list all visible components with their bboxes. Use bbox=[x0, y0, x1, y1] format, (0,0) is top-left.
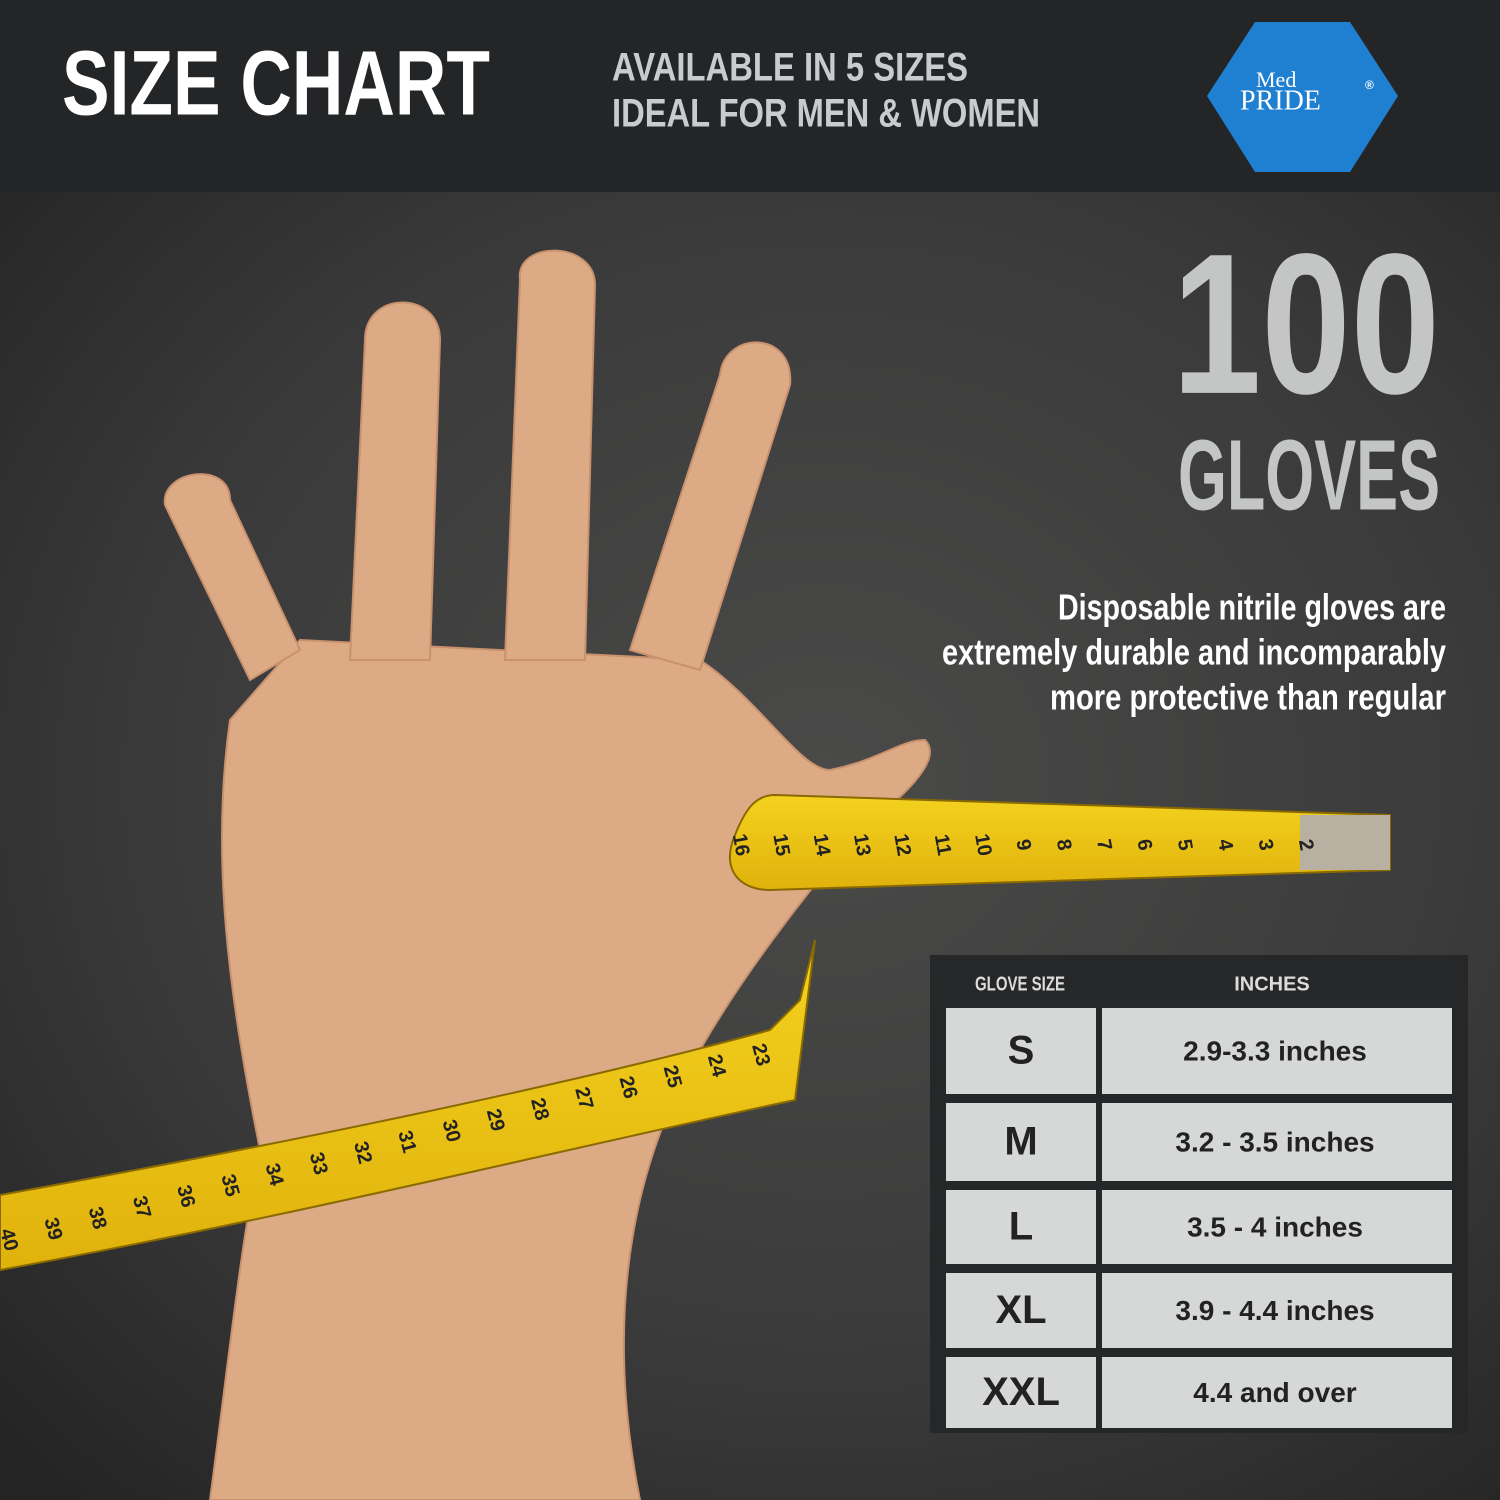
table-cell bbox=[1102, 1190, 1452, 1264]
size-table: GLOVE SIZE INCHES S 2.9-3.3 inches M 3.2 - … bbox=[930, 955, 1468, 1433]
tape-number: 12 bbox=[889, 832, 915, 858]
logo-prefix: Med bbox=[1256, 67, 1296, 92]
tape-number: 10 bbox=[970, 832, 996, 858]
tape-measure: 2345678910111213141516232425262728293031… bbox=[0, 793, 1391, 1272]
logo-name: PRIDE bbox=[1240, 85, 1321, 116]
tape-number: 4 bbox=[1213, 837, 1237, 853]
tape-number: 8 bbox=[1052, 837, 1076, 852]
tape-number: 16 bbox=[728, 832, 754, 858]
size-label: XL bbox=[995, 1288, 1046, 1332]
size-range: 4.4 and over bbox=[1193, 1377, 1357, 1408]
size-label: XXL bbox=[982, 1370, 1060, 1414]
tape-number: 13 bbox=[849, 832, 875, 858]
count-number: 100 bbox=[1172, 213, 1440, 436]
size-label: L bbox=[1009, 1205, 1033, 1249]
size-label: S bbox=[1008, 1029, 1035, 1073]
logo-mark: ® bbox=[1365, 78, 1374, 92]
description-line: Disposable nitrile gloves are bbox=[1058, 587, 1446, 628]
table-cell bbox=[1102, 1273, 1452, 1348]
tape-number: 14 bbox=[809, 832, 835, 859]
tape-number: 6 bbox=[1132, 837, 1156, 852]
tape-number: 11 bbox=[930, 833, 955, 858]
table-cell bbox=[1102, 1103, 1452, 1181]
table-cell bbox=[946, 1008, 1096, 1094]
table-cell bbox=[1102, 1008, 1452, 1094]
title: SIZE CHART bbox=[62, 32, 490, 134]
count-label: GLOVES bbox=[1178, 419, 1440, 531]
size-range: 3.9 - 4.4 inches bbox=[1175, 1295, 1374, 1326]
description-line: more protective than regular bbox=[1050, 677, 1446, 718]
table-cell bbox=[1102, 1357, 1452, 1428]
table-cell bbox=[946, 1103, 1096, 1181]
size-label: M bbox=[1004, 1120, 1037, 1164]
table-cell bbox=[946, 1357, 1096, 1428]
tape-end bbox=[1300, 815, 1390, 870]
tape-number: 40 bbox=[0, 1226, 22, 1253]
tape-number: 7 bbox=[1092, 837, 1116, 852]
subtitle-line: IDEAL FOR MEN & WOMEN bbox=[612, 92, 1040, 136]
tape-number: 5 bbox=[1173, 837, 1197, 852]
tape-number: 3 bbox=[1254, 837, 1278, 852]
tape-lower bbox=[0, 939, 816, 1272]
logo: Med PRIDE ® bbox=[1207, 22, 1398, 172]
size-range: 3.5 - 4 inches bbox=[1187, 1211, 1363, 1242]
table-cell bbox=[946, 1190, 1096, 1264]
tape-number: 2 bbox=[1294, 837, 1318, 852]
table-header: INCHES bbox=[1234, 973, 1310, 995]
size-range: 2.9-3.3 inches bbox=[1183, 1035, 1367, 1066]
tape-number: 9 bbox=[1011, 837, 1035, 852]
table-header: GLOVE SIZE bbox=[975, 973, 1065, 995]
tape-number: 15 bbox=[768, 832, 794, 858]
logo-badge bbox=[1207, 22, 1398, 172]
table-cell bbox=[946, 1273, 1096, 1348]
description-line: extremely durable and incomparably bbox=[942, 632, 1446, 673]
size-range: 3.2 - 3.5 inches bbox=[1175, 1126, 1374, 1157]
subtitle-line: AVAILABLE IN 5 SIZES bbox=[612, 46, 968, 90]
